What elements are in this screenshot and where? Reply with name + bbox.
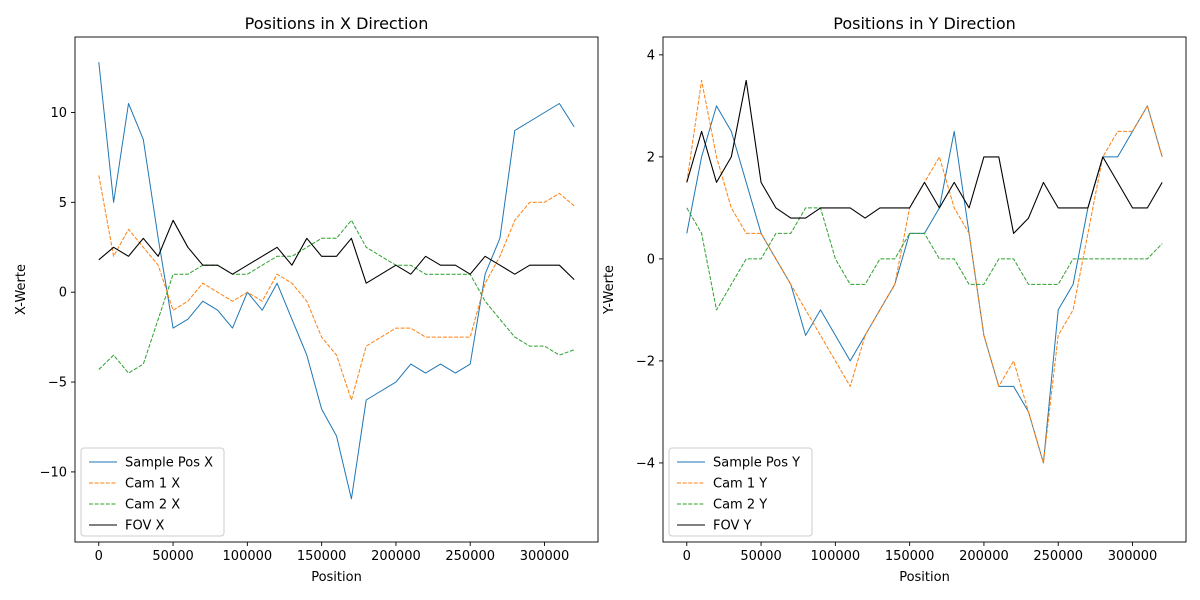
y-axis-label: X-Werte bbox=[14, 264, 29, 315]
legend: Sample Pos X Cam 1 X Cam 2 X FOV X bbox=[80, 447, 225, 537]
y-tick-label: −5 bbox=[48, 376, 67, 391]
x-tick-label: 0 bbox=[95, 549, 103, 564]
x-tick-label: 250000 bbox=[445, 549, 495, 564]
legend-label-sample-pos-y: Sample Pos Y bbox=[713, 456, 800, 471]
y-tick-label: 4 bbox=[647, 48, 655, 63]
x-tick-label: 200000 bbox=[371, 549, 421, 564]
x-axis-label: Position bbox=[311, 570, 362, 585]
x-tick-label: 300000 bbox=[1108, 549, 1158, 564]
y-tick-label: 0 bbox=[647, 252, 655, 267]
legend-label-cam-2-x: Cam 2 X bbox=[125, 498, 180, 513]
x-tick-label: 50000 bbox=[152, 549, 193, 564]
x-axis-label: Position bbox=[899, 570, 950, 585]
series-line-cam-2-x bbox=[98, 219, 575, 374]
x-tick-label: 100000 bbox=[811, 549, 861, 564]
y-tick-label: −2 bbox=[636, 354, 655, 369]
legend-label-fov-y: FOV Y bbox=[713, 519, 752, 534]
y-tick-label: −4 bbox=[636, 456, 655, 471]
x-tick-label: 0 bbox=[683, 549, 691, 564]
chart-title: Positions in Y Direction bbox=[833, 14, 1016, 33]
chart-y-direction: Positions in Y Direction 0 50000 100000 1500… bbox=[602, 14, 1187, 585]
y-tick-label: 2 bbox=[647, 150, 655, 165]
legend-label-sample-pos-x: Sample Pos X bbox=[125, 456, 213, 471]
legend-label-cam-2-y: Cam 2 Y bbox=[713, 498, 767, 513]
x-tick-label: 150000 bbox=[297, 549, 347, 564]
chart-x-direction: Positions in X Direction 0 50000 100000 1500… bbox=[14, 14, 599, 585]
x-tick-label: 300000 bbox=[520, 549, 570, 564]
chart-title: Positions in X Direction bbox=[245, 14, 429, 33]
y-tick-label: −10 bbox=[40, 465, 67, 480]
axes-frame bbox=[662, 36, 1187, 543]
legend-label-cam-1-x: Cam 1 X bbox=[125, 477, 180, 492]
y-tick-label: 5 bbox=[59, 196, 67, 211]
x-tick-label: 250000 bbox=[1033, 549, 1083, 564]
series-line-cam-2-y bbox=[686, 207, 1163, 311]
series-line-cam-1-x bbox=[98, 175, 575, 401]
y-tick-label: 10 bbox=[50, 106, 67, 121]
legend-frame bbox=[668, 447, 813, 537]
axes-frame bbox=[74, 36, 599, 543]
legend-frame bbox=[80, 447, 225, 537]
x-tick-label: 200000 bbox=[959, 549, 1009, 564]
x-tick-label: 150000 bbox=[885, 549, 935, 564]
series-line-fov-x bbox=[98, 219, 575, 284]
x-tick-label: 100000 bbox=[223, 549, 273, 564]
series-line-sample-pos-x bbox=[98, 62, 575, 500]
y-axis-label: Y-Werte bbox=[602, 265, 617, 315]
legend-label-cam-1-y: Cam 1 Y bbox=[713, 477, 767, 492]
y-tick-label: 0 bbox=[59, 286, 67, 301]
legend-label-fov-x: FOV X bbox=[125, 519, 165, 534]
legend: Sample Pos Y Cam 1 Y Cam 2 Y FOV Y bbox=[668, 447, 813, 537]
series-line-fov-y bbox=[686, 79, 1163, 234]
x-tick-label: 50000 bbox=[740, 549, 781, 564]
